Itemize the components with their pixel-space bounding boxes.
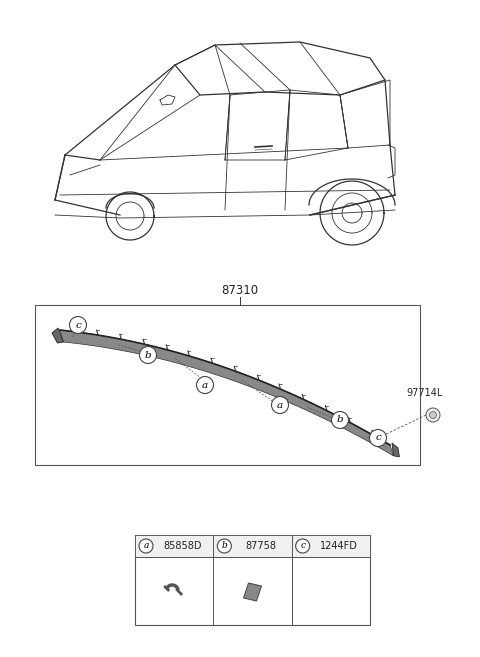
Text: c: c	[75, 321, 81, 330]
Polygon shape	[392, 443, 399, 457]
Circle shape	[70, 317, 86, 334]
Text: a: a	[277, 401, 283, 409]
Circle shape	[370, 430, 386, 447]
Text: b: b	[144, 350, 151, 359]
Circle shape	[196, 376, 214, 394]
Text: 87758: 87758	[245, 541, 276, 551]
Circle shape	[272, 397, 288, 413]
Bar	[135, 535, 370, 625]
Circle shape	[296, 539, 310, 553]
Text: 87310: 87310	[221, 284, 259, 296]
Bar	[35, 305, 420, 465]
Polygon shape	[243, 583, 262, 601]
Text: a: a	[144, 541, 149, 551]
Circle shape	[430, 411, 436, 419]
Polygon shape	[327, 596, 335, 602]
Circle shape	[217, 539, 231, 553]
Text: 97714L: 97714L	[407, 388, 443, 398]
Circle shape	[332, 411, 348, 428]
Bar	[135, 535, 370, 557]
Text: c: c	[375, 434, 381, 443]
Text: 1244FD: 1244FD	[320, 541, 358, 551]
Circle shape	[426, 408, 440, 422]
Text: b: b	[221, 541, 227, 551]
Text: a: a	[202, 380, 208, 390]
Text: 85858D: 85858D	[163, 541, 202, 551]
Circle shape	[139, 539, 153, 553]
Text: b: b	[336, 415, 343, 424]
Polygon shape	[60, 330, 394, 456]
Text: c: c	[300, 541, 305, 551]
Polygon shape	[52, 328, 63, 343]
Circle shape	[140, 346, 156, 363]
